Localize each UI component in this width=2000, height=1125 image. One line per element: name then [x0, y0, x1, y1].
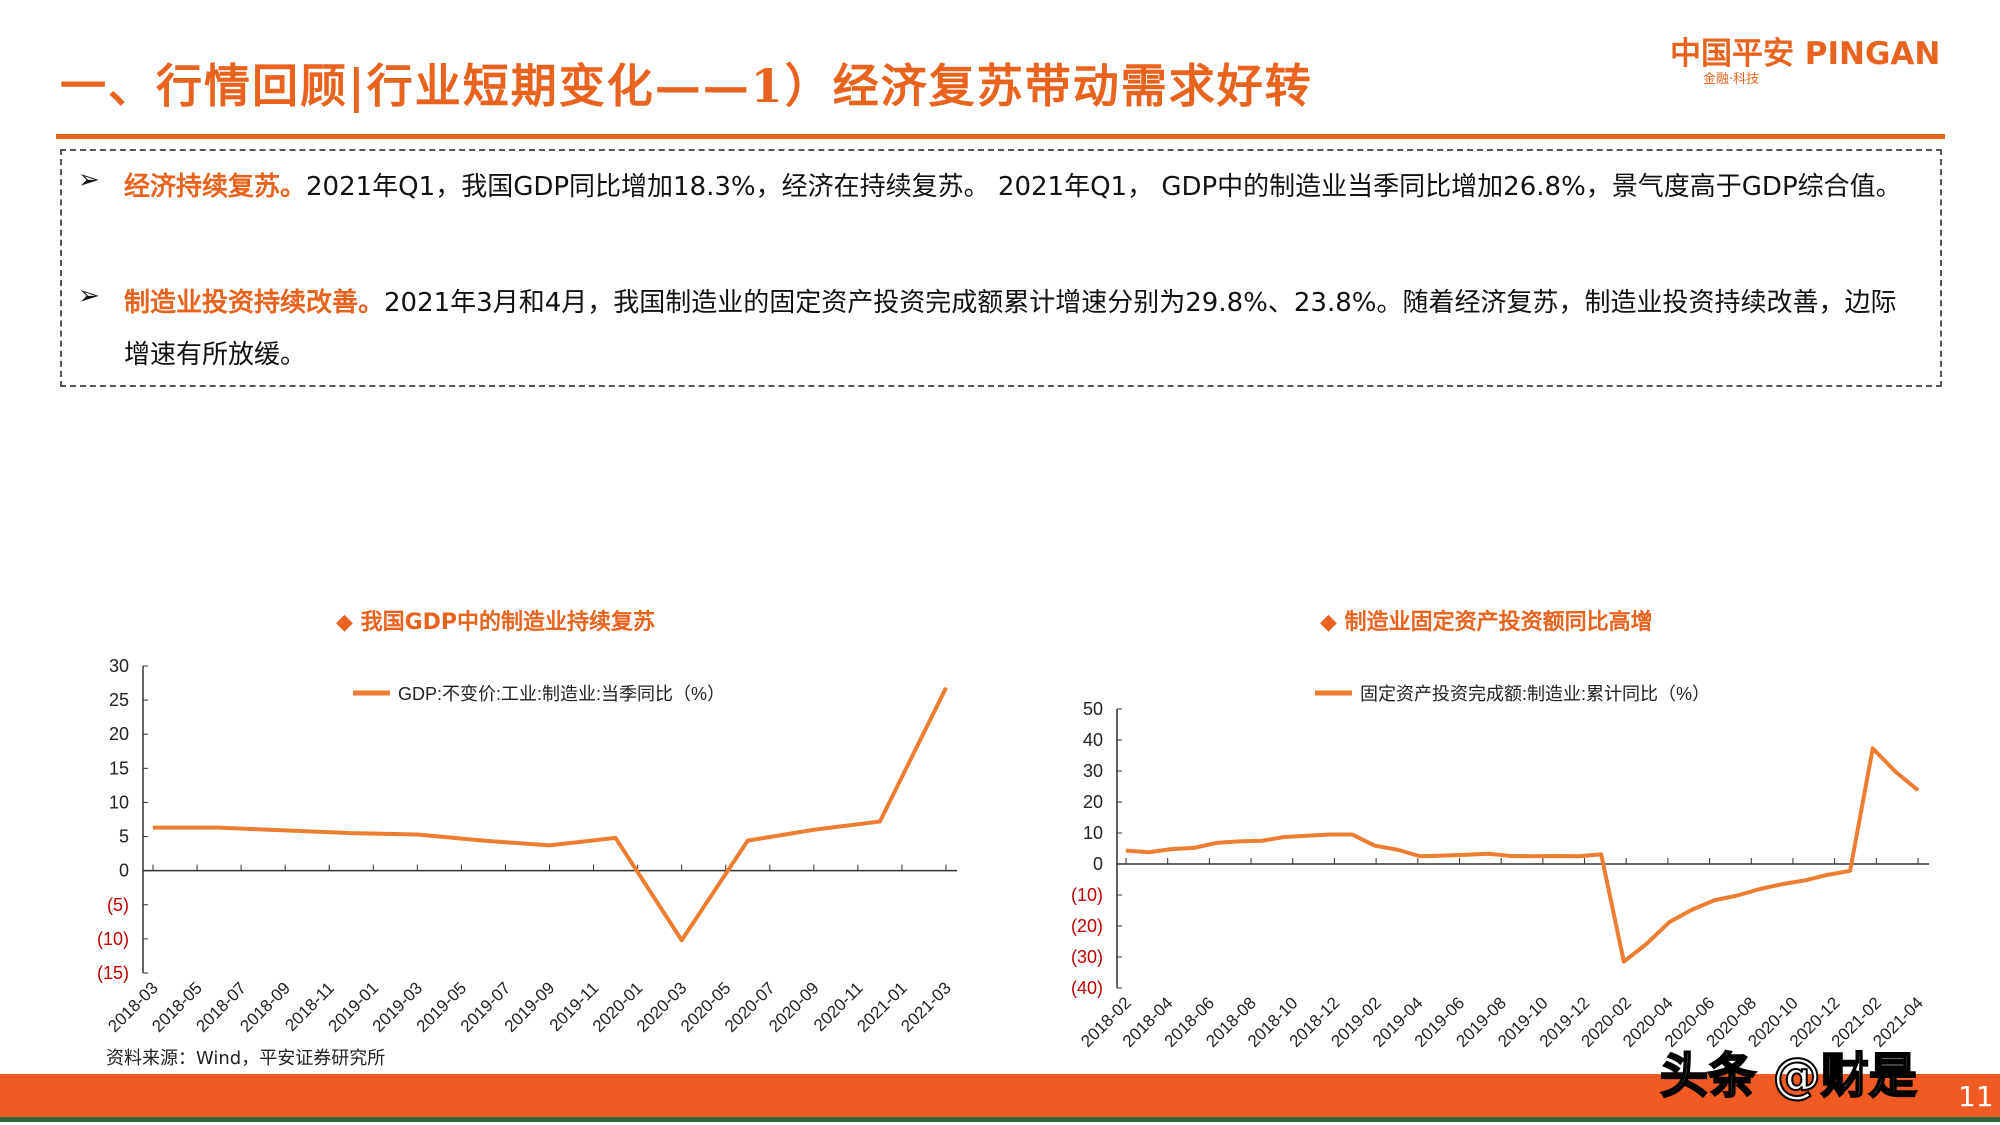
y-tick-label: 20 [1083, 792, 1103, 812]
y-tick-label: 50 [1083, 699, 1103, 719]
bullet-text: 2021年Q1，我国GDP同比增加18.3%，经济在持续复苏。 2021年Q1，… [306, 172, 1902, 202]
data-point [416, 834, 418, 836]
data-point [1645, 943, 1647, 945]
bullet-text: 2021年3月和4月，我国制造业的固定资产投资完成额累计增速分别为29.8%、2… [124, 288, 1897, 370]
data-point [1261, 840, 1263, 842]
series-line [153, 686, 948, 943]
y-tick-label: 10 [109, 792, 129, 812]
data-point [1781, 883, 1783, 885]
data-point [350, 832, 352, 834]
data-point [1148, 851, 1150, 853]
logo-subtitle: 金融·科技 [1703, 72, 1760, 87]
source-note: 资料来源：Wind，平安证券研究所 [106, 1048, 386, 1069]
data-point [1668, 921, 1670, 923]
data-point [1238, 840, 1240, 842]
page-title: 一、行情回顾|行业短期变化——1）经济复苏带动需求好转 [60, 59, 1313, 113]
y-tick-label: (20) [1071, 916, 1103, 936]
y-tick-label: (15) [97, 963, 129, 983]
y-tick-label: 25 [109, 690, 129, 710]
data-point [747, 840, 749, 842]
bullet-highlight: 制造业投资持续改善。 [124, 288, 385, 318]
data-point [1917, 789, 1919, 791]
y-tick-label: (40) [1071, 978, 1103, 998]
chart-title: ◆ 制造业固定资产投资额同比高增 [1320, 610, 1653, 635]
y-tick-label: 30 [1083, 761, 1103, 781]
summary-box: ➢ 经济持续复苏。2021年Q1，我国GDP同比增加18.3%，经济在持续复苏。… [60, 149, 1942, 387]
data-point [1306, 835, 1308, 837]
data-point [1578, 855, 1580, 857]
data-point [1170, 848, 1172, 850]
data-point [1464, 854, 1466, 856]
data-point [1125, 850, 1127, 852]
data-point [1713, 899, 1715, 901]
data-point [1623, 961, 1625, 963]
footer-green-line [0, 1117, 2000, 1122]
title-divider [56, 134, 1945, 139]
data-point [813, 829, 815, 831]
y-tick-label: 20 [109, 724, 129, 744]
y-tick-label: 15 [109, 758, 129, 778]
data-point [1329, 834, 1331, 836]
fai-manufacturing-chart: 50403020100(10)(20)(30)(40)2018-022018-0… [1071, 684, 1929, 1051]
data-point [1442, 855, 1444, 857]
data-point [218, 827, 220, 829]
y-tick-label: (10) [97, 929, 129, 949]
arrow-bullet-icon: ➢ [78, 281, 100, 311]
y-tick-label: 0 [119, 861, 129, 881]
y-tick-label: 40 [1083, 730, 1103, 750]
watermark: 头条 @财是 [1659, 1047, 1918, 1105]
data-point [879, 821, 881, 823]
data-point [1872, 747, 1874, 749]
data-point [1510, 855, 1512, 857]
y-tick-label: (10) [1071, 885, 1103, 905]
y-tick-label: (5) [107, 895, 129, 915]
data-point [1532, 855, 1534, 857]
data-point [1759, 888, 1761, 890]
legend-label: 固定资产投资完成额:制造业:累计同比（%） [1360, 684, 1710, 704]
data-point [1849, 870, 1851, 872]
y-tick-label: 10 [1083, 823, 1103, 843]
data-point [152, 827, 154, 829]
data-point [615, 837, 617, 839]
bullet-highlight: 经济持续复苏。 [124, 172, 307, 202]
data-point [1555, 855, 1557, 857]
y-tick-label: 30 [109, 656, 129, 676]
data-point [1193, 847, 1195, 849]
data-point [1894, 771, 1896, 773]
data-point [1736, 895, 1738, 897]
arrow-bullet-icon: ➢ [78, 165, 100, 195]
legend-label: GDP:不变价:工业:制造业:当季同比（%） [398, 684, 725, 704]
footer-bar [0, 1074, 2000, 1117]
y-tick-label: (30) [1071, 947, 1103, 967]
gdp-manufacturing-chart: 302520151050(5)(10)(15)2018-032018-05201… [97, 656, 957, 1036]
data-point [1826, 874, 1828, 876]
data-point [1600, 853, 1602, 855]
y-tick-label: 0 [1093, 854, 1103, 874]
data-point [1397, 849, 1399, 851]
data-point [549, 844, 550, 846]
data-point [945, 687, 947, 689]
data-point [1487, 853, 1489, 855]
data-point [1283, 836, 1285, 838]
data-point [1351, 834, 1353, 836]
data-point [284, 829, 286, 831]
data-point [1374, 845, 1376, 847]
data-point [681, 939, 683, 941]
data-point [1216, 842, 1218, 844]
bullet-paragraph: 经济持续复苏。2021年Q1，我国GDP同比增加18.3%，经济在持续复苏。 2… [124, 161, 1910, 213]
data-point [1804, 879, 1806, 881]
pingan-logo: 中国平安 PINGAN [1670, 36, 1941, 72]
bullet-paragraph: 制造业投资持续改善。2021年3月和4月，我国制造业的固定资产投资完成额累计增速… [124, 277, 1910, 381]
data-point [1419, 855, 1421, 857]
y-tick-label: 5 [119, 827, 129, 847]
data-point [1691, 909, 1693, 911]
page-number: 11 [1958, 1080, 1994, 1113]
chart-title: ◆ 我国GDP中的制造业持续复苏 [336, 610, 656, 635]
series-line [1125, 746, 1920, 964]
data-point [482, 840, 484, 842]
